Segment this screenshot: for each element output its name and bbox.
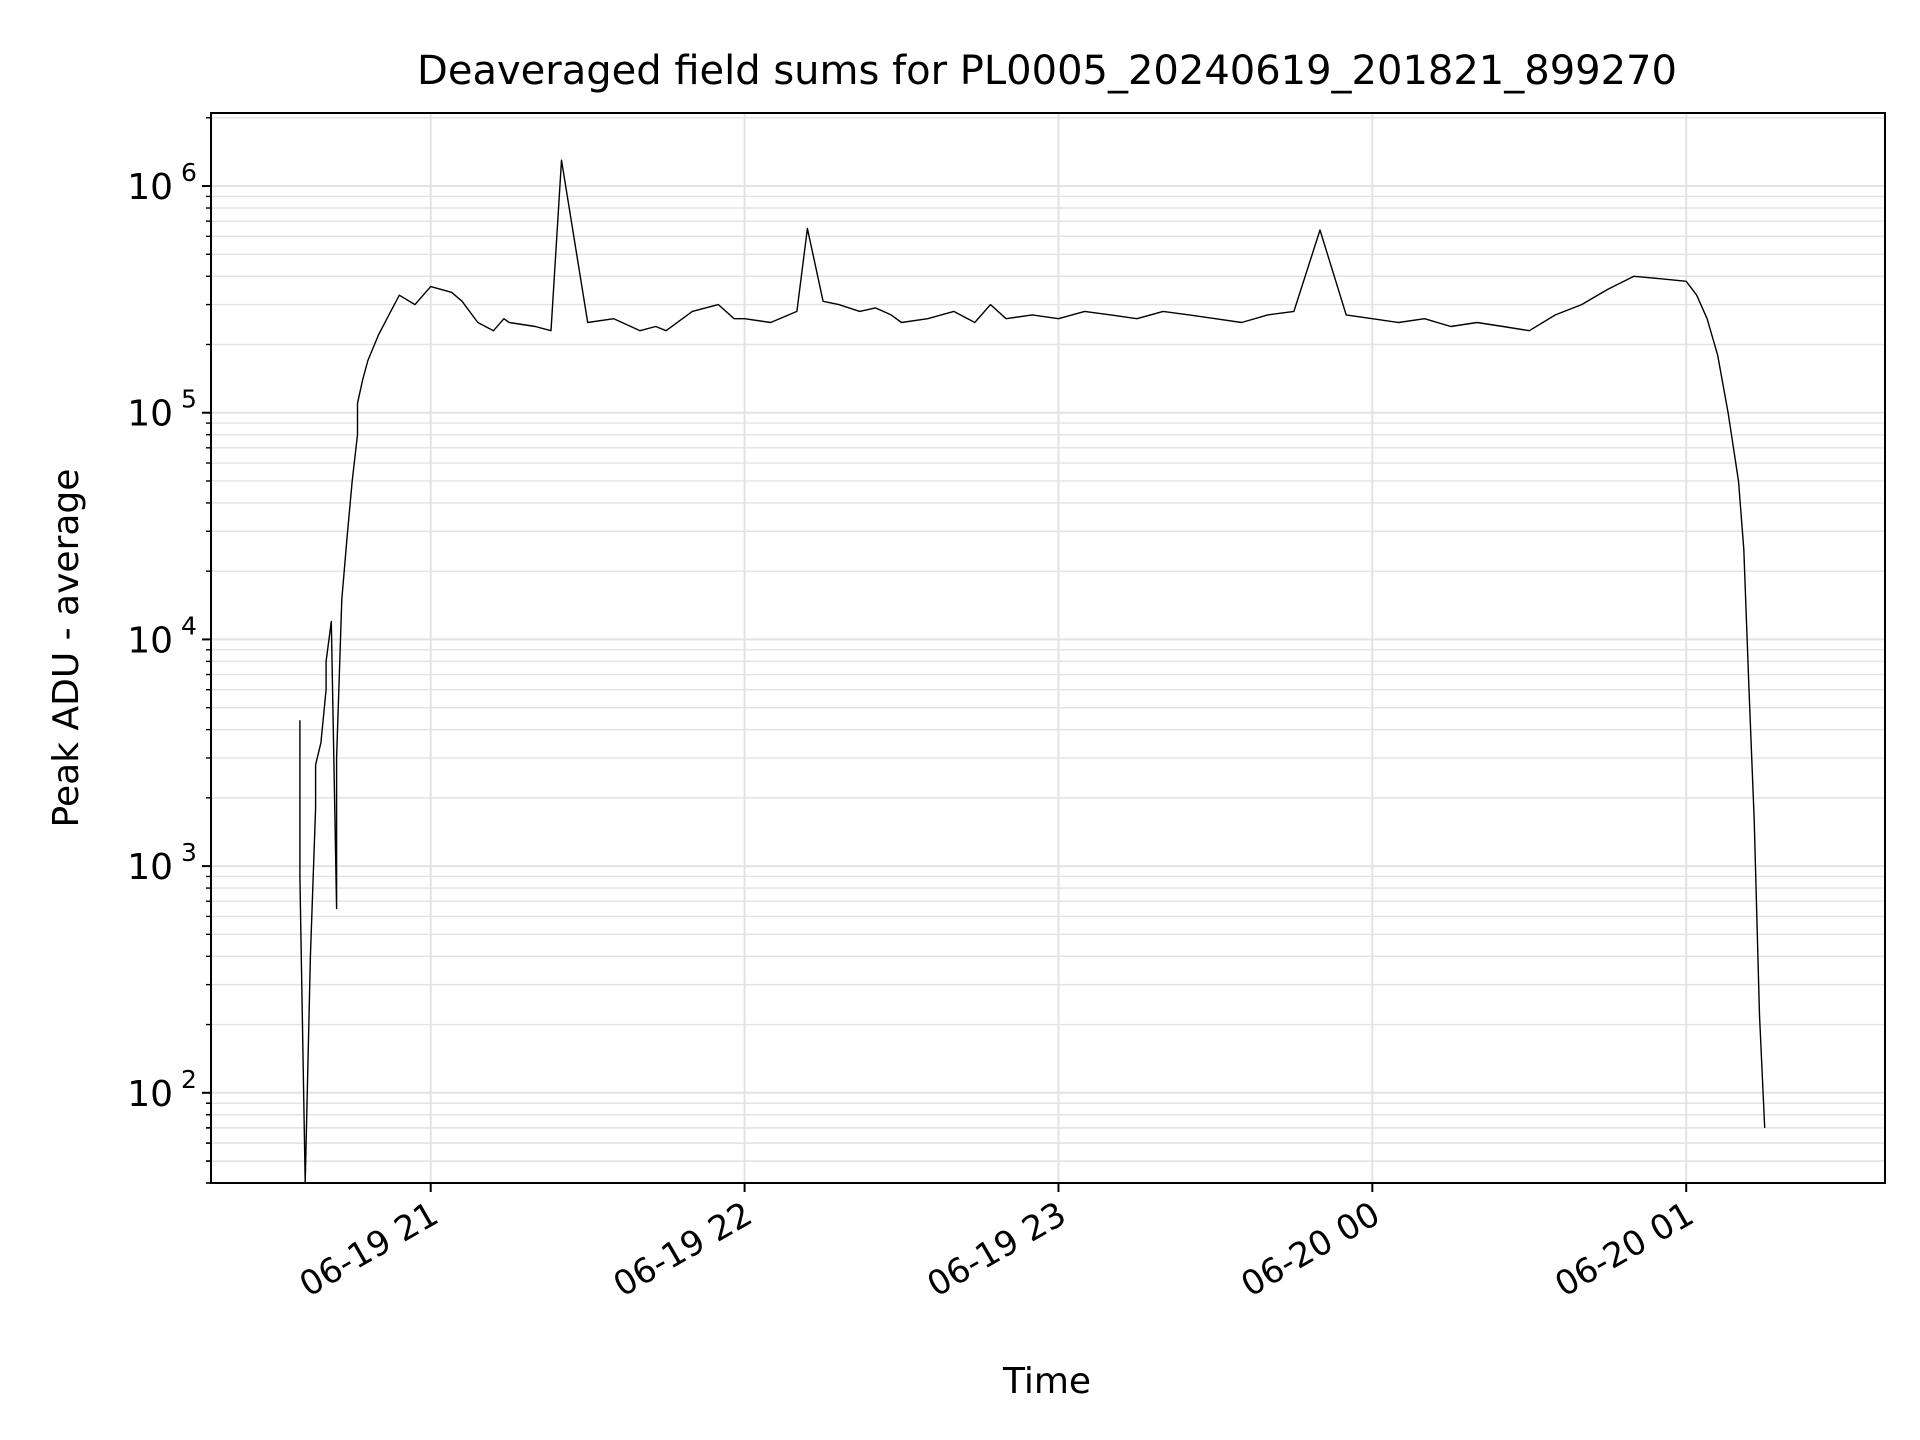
- y-axis: 10 2 10 3 10 4 10 5 10 6: [127, 117, 211, 1184]
- y-tick-label: 10: [127, 1074, 173, 1115]
- y-tick-label-base: 10: [127, 167, 173, 208]
- y-tick-label-exponent: 3: [181, 838, 197, 867]
- y-tick-label-base: 10: [127, 1074, 173, 1115]
- minor-grid: [211, 117, 1885, 1184]
- y-tick-label-exponent: 4: [181, 611, 197, 640]
- y-tick-label-base: 10: [127, 394, 173, 435]
- y-tick-label: 10: [127, 394, 173, 435]
- y-tick-label-base: 10: [127, 620, 173, 661]
- x-axis-label: Time: [1002, 1361, 1091, 1402]
- major-grid: [211, 113, 1885, 1183]
- y-tick-label-exponent: 6: [181, 158, 197, 187]
- plot-frame: [210, 112, 1886, 1184]
- y-tick-label-exponent: 2: [181, 1065, 197, 1094]
- y-axis-label: Peak ADU - average: [46, 469, 87, 828]
- y-tick-label-base: 10: [127, 847, 173, 888]
- y-tick-label: 10: [127, 167, 173, 208]
- chart-title: Deaveraged field sums for PL0005_2024061…: [417, 48, 1677, 94]
- series-line: [299, 159, 1766, 1184]
- y-tick-label: 10: [127, 847, 173, 888]
- y-tick-label: 10: [127, 620, 173, 661]
- y-tick-label-exponent: 5: [181, 385, 197, 414]
